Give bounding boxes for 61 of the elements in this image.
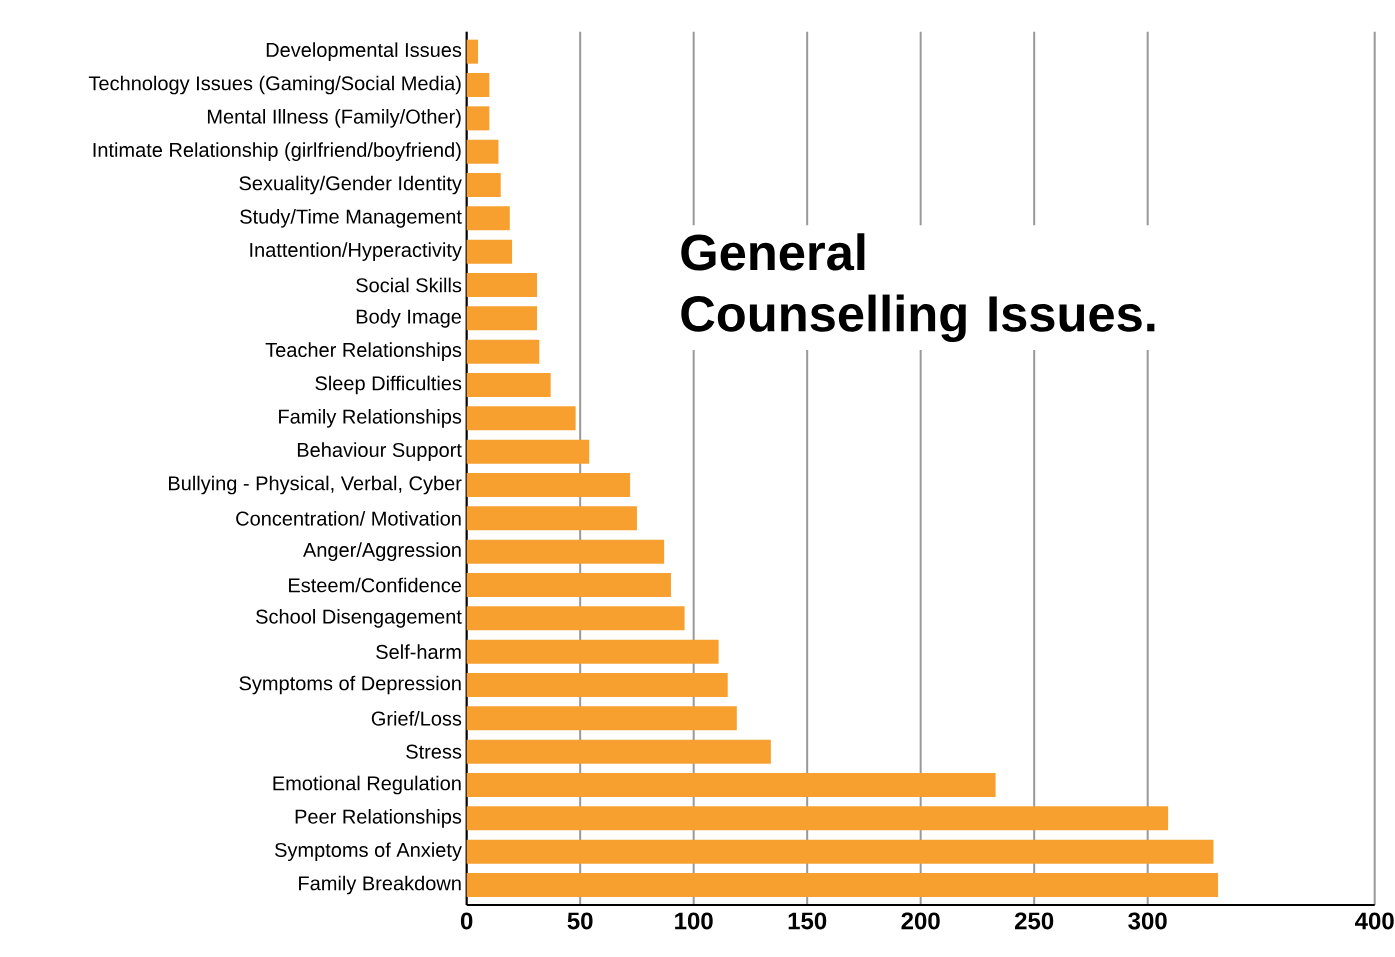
y-tick-label: Social Skills <box>356 277 462 293</box>
x-tick-label: 200 <box>901 912 940 930</box>
bar <box>466 373 551 398</box>
bar <box>466 839 1214 864</box>
y-tick-label: Mental Illness (Family/Other) <box>207 109 461 128</box>
y-tick-label: Peer Relationships <box>295 809 462 828</box>
y-tick-label: Grief/Loss <box>371 711 462 726</box>
bar <box>466 406 576 431</box>
y-tick-label: Emotional Regulation <box>273 775 461 795</box>
y-tick-label: Symptoms of Anxiety <box>275 842 462 861</box>
x-tick-label: 250 <box>1014 912 1054 930</box>
bar <box>466 606 685 631</box>
bar <box>466 473 631 498</box>
x-tick-label: 100 <box>675 912 713 930</box>
bar <box>466 773 996 798</box>
y-tick-label: Sleep Difficulties <box>315 375 462 395</box>
y-tick-label: Technology Issues (Gaming/Social Media) <box>88 75 461 95</box>
y-tick-label: Developmental Issues <box>266 42 462 61</box>
y-tick-label: Sexuality/Gender Identity <box>239 175 462 195</box>
y-tick-label: Stress <box>406 744 462 759</box>
bar <box>466 873 1219 898</box>
x-tick-label: 400 <box>1355 912 1394 930</box>
bar <box>466 239 513 264</box>
x-tick-label: 150 <box>788 912 827 930</box>
bar <box>466 339 540 364</box>
x-tick-label: 300 <box>1128 912 1167 930</box>
y-tick-label: Behaviour Support <box>297 442 462 461</box>
bar <box>466 639 719 664</box>
y-tick-label: Teacher Relationships <box>265 342 462 361</box>
y-tick-label: Inattention/Hyperactivity <box>250 242 462 261</box>
y-tick-label: Symptoms of Depression <box>239 675 461 695</box>
y-tick-label: Concentration/ Motivation <box>236 511 461 526</box>
y-tick-label: Self-harm <box>376 644 461 660</box>
bar <box>466 73 490 97</box>
bar <box>466 439 590 464</box>
text: General Counselling Issues. <box>681 233 1155 343</box>
bar <box>466 173 501 198</box>
y-tick-label: School Disengagement <box>256 609 462 628</box>
bar <box>466 706 737 731</box>
x-tick-label: 0 <box>460 912 473 930</box>
y-tick-label: Family Breakdown <box>299 875 461 895</box>
bar <box>466 739 771 764</box>
y-tick-label: Study/Time Management <box>240 209 462 228</box>
bar <box>466 539 665 564</box>
y-tick-label: Esteem/Confidence <box>289 577 462 593</box>
bar <box>466 306 538 331</box>
y-tick-label: Anger/Aggression <box>303 542 461 561</box>
bar <box>466 106 490 131</box>
bar <box>466 273 538 297</box>
y-tick-label: Family Relationships <box>279 409 462 428</box>
bar <box>466 673 728 698</box>
bar <box>466 206 510 231</box>
y-tick-label: Intimate Relationship (girlfriend/boyfriend) <box>93 142 461 161</box>
bar <box>466 39 479 64</box>
y-tick-label: Bullying - Physical, Verbal, Cyber <box>169 475 462 495</box>
y-tick-label: Body Image <box>356 309 462 328</box>
x-tick-label: 50 <box>567 912 593 930</box>
bar <box>466 139 499 164</box>
bar <box>466 573 671 598</box>
bar <box>466 506 637 531</box>
bar <box>466 806 1169 831</box>
